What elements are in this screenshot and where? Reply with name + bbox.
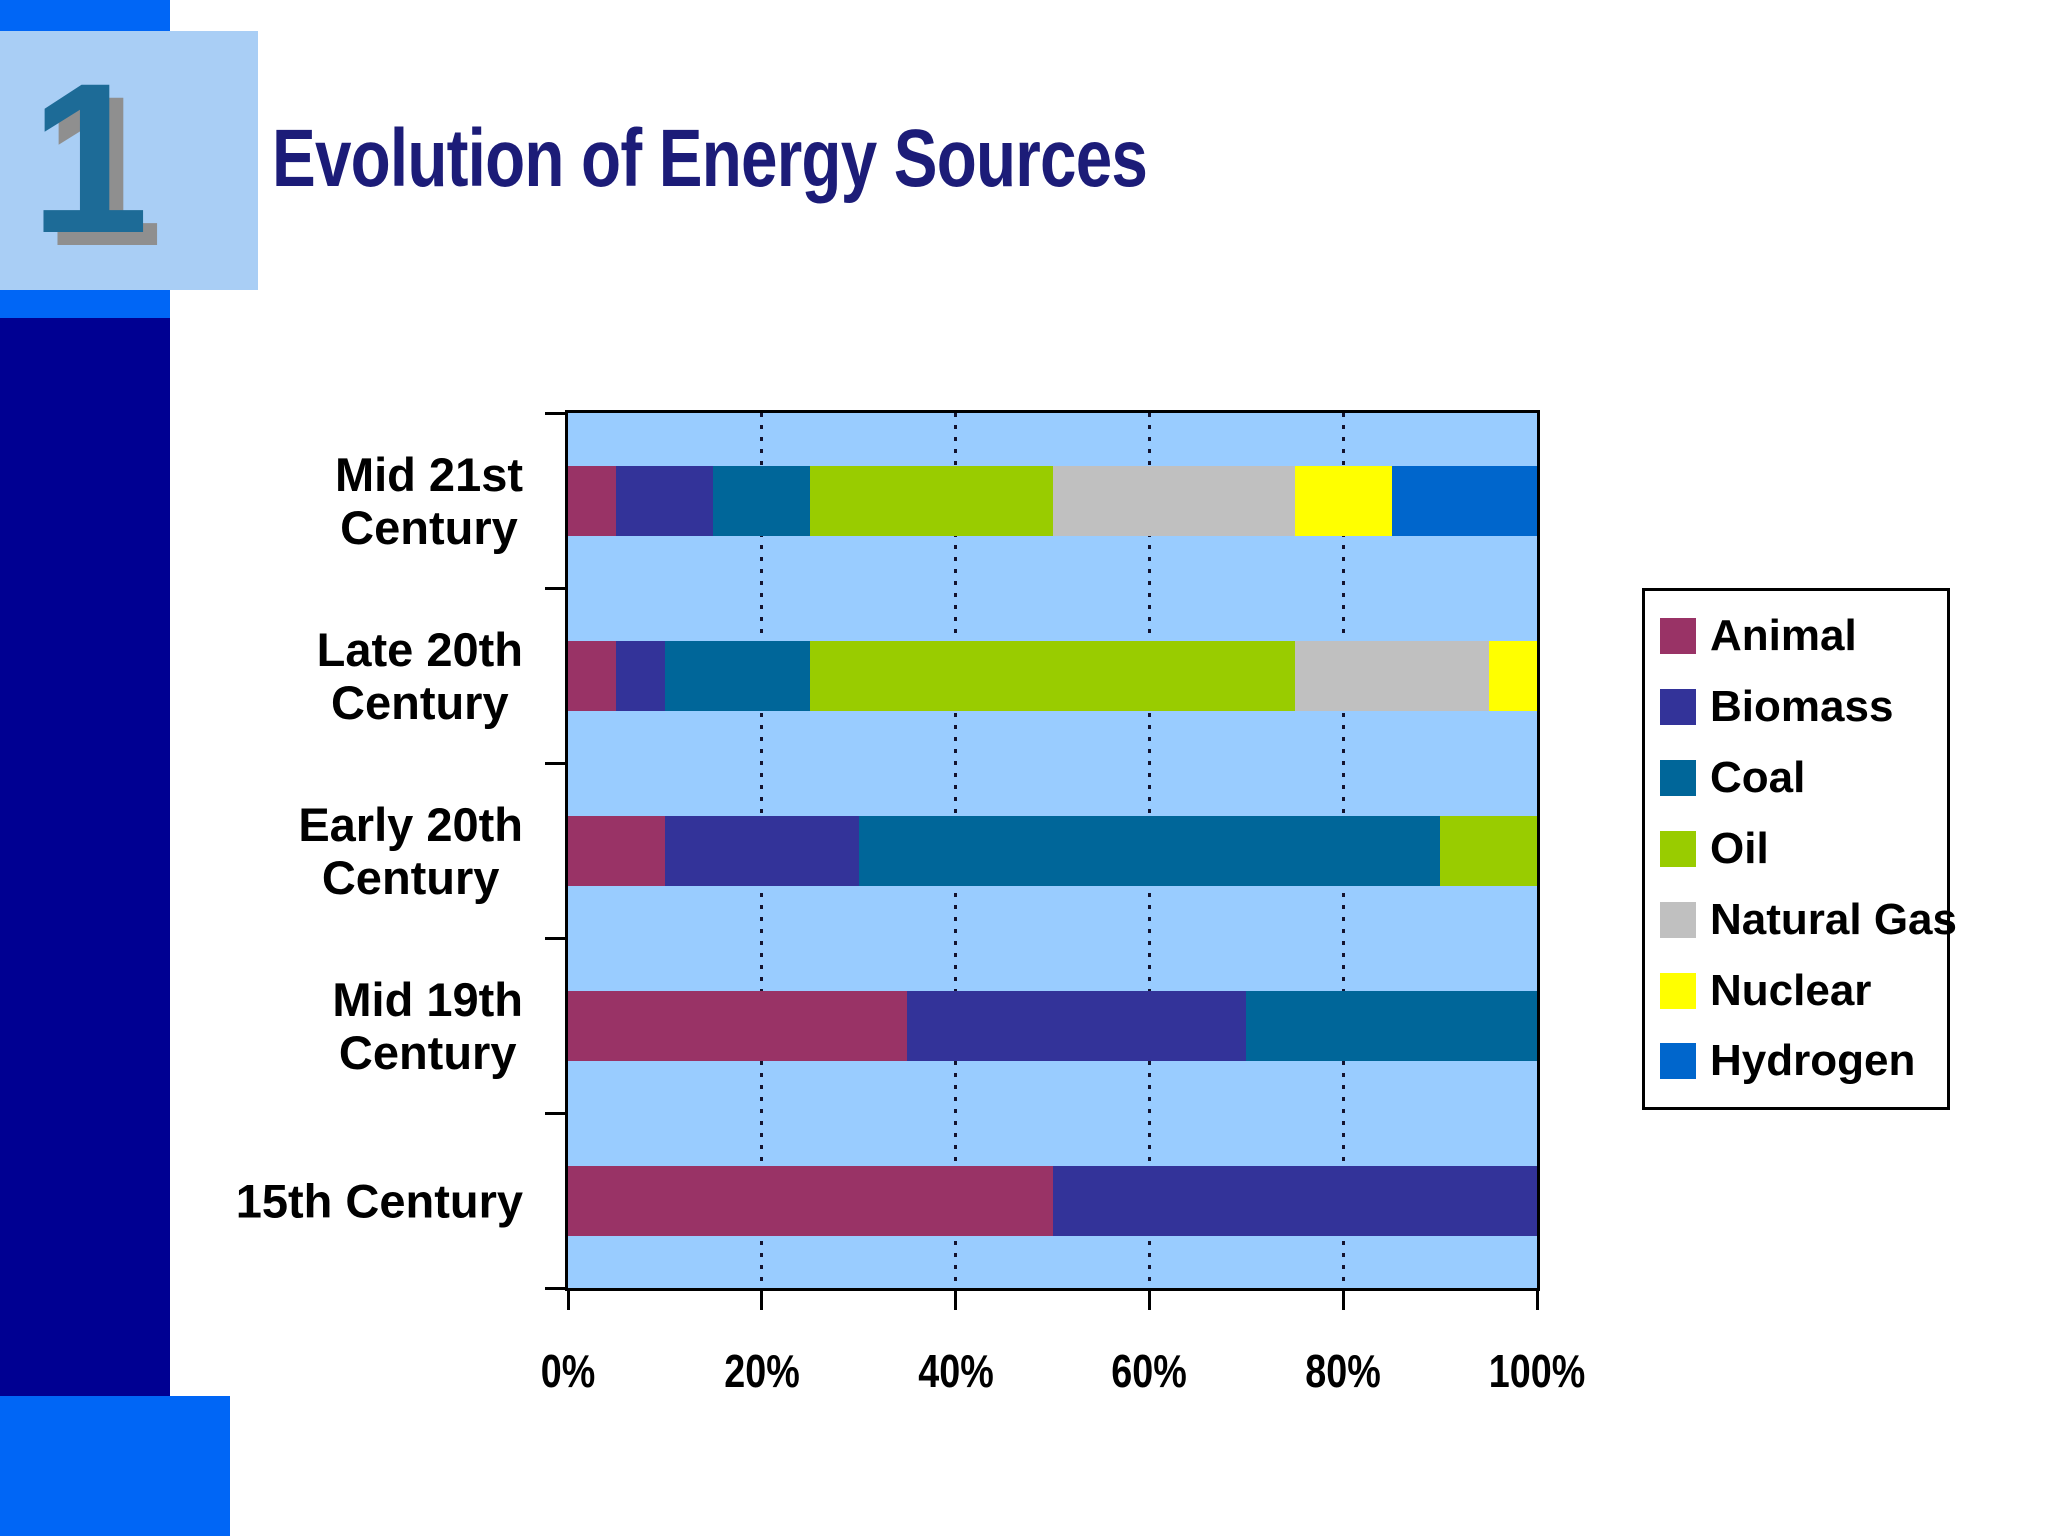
legend-swatch-coal xyxy=(1660,760,1696,797)
value-axis-label-20pct: 20% xyxy=(724,1345,800,1397)
legend-label-coal: Coal xyxy=(1710,753,1806,803)
bar-segment-mid-21st-century-natural-gas xyxy=(1052,465,1295,536)
top-accent-strip xyxy=(0,0,170,31)
bar-segment-15th-century-biomass xyxy=(1052,1165,1537,1236)
legend-swatch-hydrogen xyxy=(1660,1043,1696,1080)
legend-label-biomass: Biomass xyxy=(1710,682,1894,732)
legend-item-nuclear: Nuclear xyxy=(1645,966,1947,1016)
value-axis-label-0pct: 0% xyxy=(540,1345,596,1397)
category-label-late-20th-century: Late 20th Century xyxy=(316,622,523,729)
legend-item-biomass: Biomass xyxy=(1645,682,1947,732)
legend-label-hydrogen: Hydrogen xyxy=(1710,1036,1916,1086)
legend-label-oil: Oil xyxy=(1710,823,1769,873)
category-axis-tick xyxy=(545,1111,565,1115)
bar-segment-15th-century-animal xyxy=(568,1165,1053,1236)
category-label-15th-century: 15th Century xyxy=(235,1174,523,1227)
value-axis-tick xyxy=(1147,1291,1151,1310)
category-axis-tick xyxy=(545,586,565,590)
bar-segment-mid-21st-century-biomass xyxy=(616,465,714,536)
mid-accent-strip xyxy=(0,290,170,318)
bar-segment-mid-19th-century-animal xyxy=(568,990,908,1061)
bar-segment-late-20th-century-nuclear xyxy=(1488,640,1537,711)
legend-swatch-natural-gas xyxy=(1660,901,1696,938)
bottom-accent-block xyxy=(0,1396,230,1536)
legend-item-hydrogen: Hydrogen xyxy=(1645,1036,1947,1086)
legend-label-animal: Animal xyxy=(1710,611,1857,661)
bar-segment-mid-21st-century-hydrogen xyxy=(1391,465,1537,536)
value-axis-label-60pct: 60% xyxy=(1111,1345,1188,1397)
bar-segment-late-20th-century-coal xyxy=(664,640,811,711)
category-label-mid-21st-century: Mid 21st Century xyxy=(334,447,523,554)
bar-segment-early-20th-century-oil xyxy=(1440,815,1537,886)
value-axis-label-40pct: 40% xyxy=(917,1345,994,1397)
chart-legend: Animal Biomass Coal Oil Natural Gas Nuclear Hy… xyxy=(1642,588,1957,1110)
category-label-early-20th-century: Early 20th Century xyxy=(298,797,523,904)
bar-segment-early-20th-century-animal xyxy=(568,815,665,886)
category-label-mid-19th-century: Mid 19th Century xyxy=(332,972,523,1079)
legend-item-natural-gas: Natural Gas xyxy=(1645,895,1957,945)
left-sidebar-bar xyxy=(0,318,170,1396)
bar-segment-mid-19th-century-coal xyxy=(1246,990,1537,1061)
value-axis-tick xyxy=(566,1291,570,1310)
legend-label-natural-gas: Natural Gas xyxy=(1710,894,1957,944)
legend-swatch-nuclear xyxy=(1660,972,1696,1009)
bar-segment-early-20th-century-biomass xyxy=(664,815,859,886)
value-axis-label-80pct: 80% xyxy=(1305,1345,1381,1397)
legend-swatch-animal xyxy=(1660,618,1696,655)
value-axis-tick xyxy=(954,1291,958,1310)
legend-item-coal: Coal xyxy=(1645,753,1947,803)
value-axis-label-100pct: 100% xyxy=(1488,1345,1586,1397)
bar-segment-early-20th-century-coal xyxy=(858,815,1441,886)
category-axis-tick xyxy=(545,1286,565,1290)
legend-item-oil: Oil xyxy=(1645,824,1947,874)
category-axis-tick xyxy=(545,411,565,415)
category-axis-tick xyxy=(545,761,565,765)
bar-segment-mid-21st-century-nuclear xyxy=(1294,465,1392,536)
legend-swatch-biomass xyxy=(1660,689,1696,726)
bar-segment-mid-21st-century-animal xyxy=(568,465,617,536)
legend-label-nuclear: Nuclear xyxy=(1710,965,1872,1015)
value-axis-tick xyxy=(1535,1291,1539,1310)
bar-segment-mid-19th-century-biomass xyxy=(907,990,1247,1061)
slide-number: 1 xyxy=(30,39,150,278)
value-axis-tick xyxy=(760,1291,764,1310)
value-axis-tick xyxy=(1341,1291,1345,1310)
bar-segment-mid-21st-century-coal xyxy=(713,465,811,536)
bar-segment-late-20th-century-natural-gas xyxy=(1294,640,1489,711)
bar-segment-mid-21st-century-oil xyxy=(810,465,1053,536)
legend-swatch-oil xyxy=(1660,830,1696,867)
legend-item-animal: Animal xyxy=(1645,611,1947,661)
page-title: Evolution of Energy Sources xyxy=(272,113,1148,204)
bar-segment-late-20th-century-oil xyxy=(810,640,1295,711)
slide-number-square xyxy=(0,31,258,290)
bar-segment-late-20th-century-biomass xyxy=(616,640,665,711)
bar-segment-late-20th-century-animal xyxy=(568,640,617,711)
chart-plot-area xyxy=(565,410,1540,1291)
category-axis-tick xyxy=(545,936,565,940)
